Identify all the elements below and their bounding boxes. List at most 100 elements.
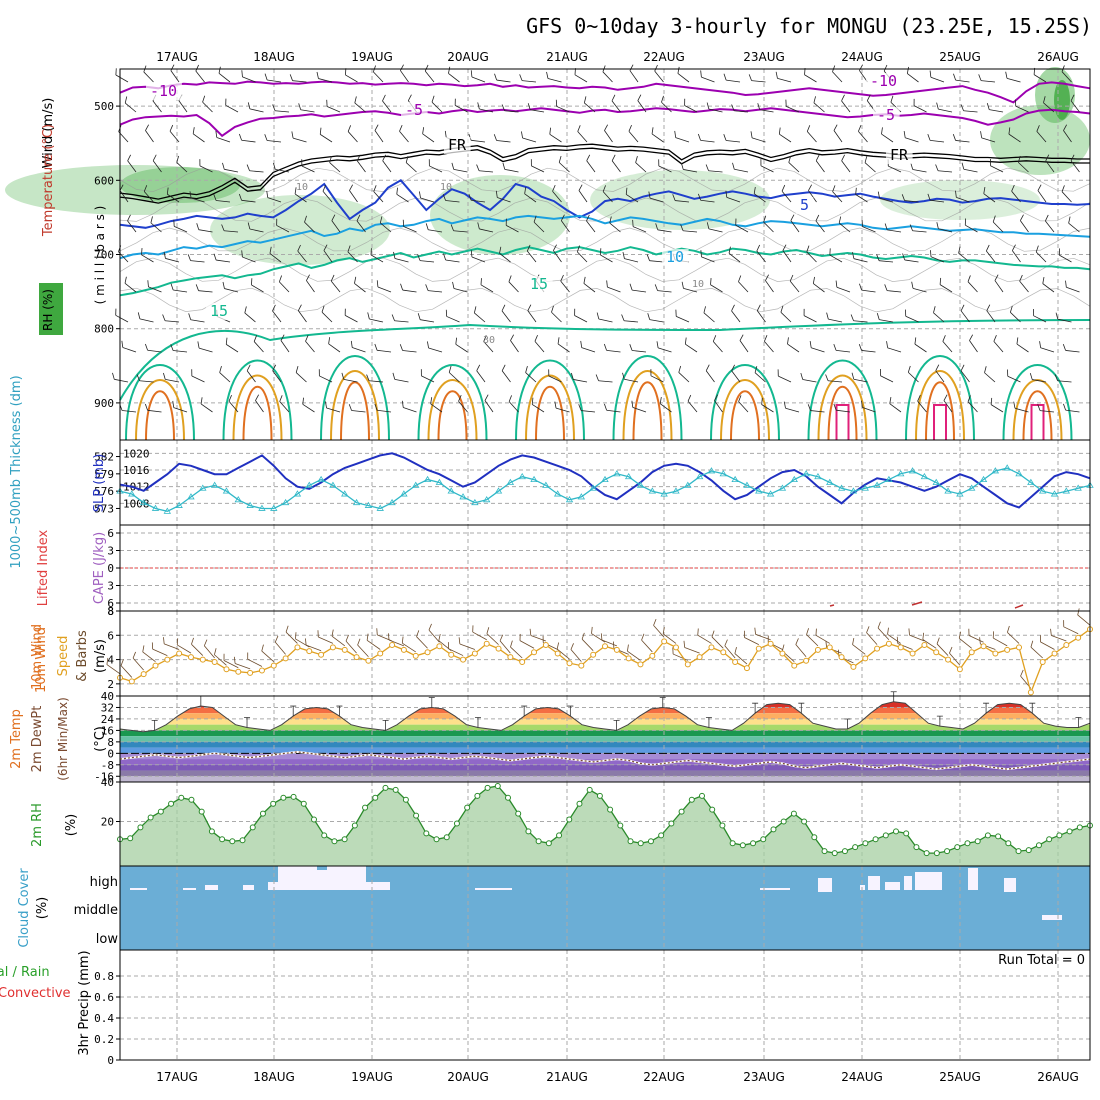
- cape-tick-label: 8: [107, 605, 114, 618]
- wind-barb-shaft: [1018, 162, 1029, 173]
- wind-barb-flag: [483, 335, 487, 342]
- wind-barb: [838, 216, 851, 233]
- wind-barb-shaft: [143, 191, 154, 203]
- wind-barb: [348, 404, 366, 413]
- contour-label-bg: [873, 107, 900, 124]
- wind-barb-flag: [525, 366, 528, 373]
- wind10m-barb-flag: [1050, 628, 1052, 636]
- wind-barb-flag: [933, 306, 936, 313]
- wind-barb: [443, 253, 460, 263]
- wind-speed-marker: [389, 642, 396, 648]
- wind-barb: [603, 343, 621, 353]
- wind-barb: [835, 280, 851, 293]
- wind-barb-flag: [631, 400, 634, 408]
- wind-barb: [525, 366, 537, 383]
- wind-barb-flag: [622, 372, 625, 380]
- wind-barb: [833, 403, 851, 413]
- wind-barb-flag: [583, 96, 587, 104]
- wind-barb-flag: [803, 308, 805, 316]
- wind-barb-shaft: [343, 378, 358, 383]
- wind-barb: [700, 250, 715, 263]
- wind-barb-flag: [1009, 305, 1013, 313]
- wind10m-barb-flag: [151, 642, 154, 650]
- wind-barb-shaft: [480, 284, 494, 293]
- wind-barb: [221, 224, 239, 233]
- wind-barb-shaft: [394, 378, 409, 383]
- wind10m-barb-flag: [852, 637, 855, 645]
- wind-barb-flag: [858, 125, 862, 132]
- wind-barb-flag: [452, 281, 455, 289]
- wind-speed-marker: [448, 651, 455, 658]
- wind-barb-shaft: [501, 370, 511, 383]
- wind-barb-shaft: [396, 194, 409, 203]
- thickness-marker: [329, 481, 337, 488]
- wind-barb-flag: [654, 284, 658, 291]
- wind-barb-flag: [961, 162, 965, 170]
- wind-barb: [524, 187, 537, 203]
- wind-barb-flag: [905, 309, 907, 317]
- wind10m-barb: [653, 618, 665, 638]
- wind-barb-flag: [166, 187, 169, 195]
- wind-barb-shaft: [578, 190, 588, 203]
- wind-barb: [354, 276, 366, 293]
- wind-barb-flag: [219, 366, 222, 373]
- wind10m-barb-flag: [214, 648, 217, 655]
- wind-barb: [321, 305, 333, 323]
- wind-speed-marker: [814, 646, 821, 653]
- temp-tick-label: 40: [101, 690, 114, 703]
- wind-barb: [906, 66, 919, 83]
- wind10m-barb: [233, 656, 251, 670]
- wind10m-barb-shaft: [234, 663, 251, 670]
- wind-barb-shaft: [127, 160, 137, 173]
- isotherm-line: [119, 107, 1091, 138]
- wind-barb-shaft: [912, 230, 927, 233]
- wind-barb: [373, 185, 384, 203]
- wind10m-title-piece: 10m Wind: [34, 627, 49, 693]
- wind-barb: [826, 312, 843, 323]
- rh-marker: [954, 844, 961, 851]
- wind-barb-shaft: [683, 288, 698, 293]
- wind-barb-shaft: [862, 406, 876, 413]
- wind-barb: [1043, 96, 1055, 113]
- warm-isotherm-loop: [525, 374, 575, 441]
- wind-barb-shaft: [326, 407, 341, 413]
- precip-tick-label: 0.4: [94, 1012, 114, 1025]
- wind-barb-flag: [1011, 184, 1015, 192]
- wind-barb-shaft: [832, 71, 843, 83]
- wind-barb-shaft: [728, 252, 741, 263]
- wind-barb-shaft: [295, 372, 307, 383]
- wind-barb: [650, 369, 664, 383]
- wind-barb: [841, 94, 851, 113]
- wind10m-barb-flag: [1040, 635, 1042, 642]
- wind-barb-shaft: [586, 220, 596, 233]
- wind10m-barb-flag: [357, 638, 361, 646]
- thickness-marker: [341, 490, 349, 497]
- wind10m-barb-flag: [317, 630, 319, 638]
- wind-barb-flag: [658, 159, 660, 167]
- wind10m-barb-flag: [734, 646, 737, 654]
- wind-speed-marker: [826, 644, 833, 651]
- wind-barb: [625, 187, 639, 203]
- thickness-tick-label: 573: [94, 502, 114, 515]
- wind-barb-shaft: [552, 191, 562, 203]
- panel-frame: [119, 610, 1091, 697]
- wind10m-barb-flag: [653, 618, 657, 626]
- warm-isotherm-loop: [437, 390, 468, 441]
- wind-barb-flag: [480, 278, 482, 285]
- wind10m-barb: [486, 627, 499, 645]
- wind-barb-shaft: [400, 70, 409, 83]
- wind-barb-shaft: [684, 105, 698, 113]
- wind-barb: [295, 365, 307, 383]
- wind10m-barb: [1077, 608, 1091, 626]
- rh-shading: [990, 105, 1090, 175]
- wind-speed-marker: [672, 644, 679, 651]
- wind-barb-flag: [778, 127, 781, 135]
- warm-isotherm-loop: [135, 379, 185, 441]
- warm-isotherm-loop: [1002, 364, 1073, 441]
- wind-speed-marker: [708, 644, 715, 651]
- wind-barb: [832, 185, 843, 203]
- wind-barb: [748, 74, 766, 83]
- wind-barb-flag: [841, 154, 845, 161]
- wind10m-barb-shaft: [877, 627, 890, 641]
- pressure-tick-label: 700: [94, 249, 114, 262]
